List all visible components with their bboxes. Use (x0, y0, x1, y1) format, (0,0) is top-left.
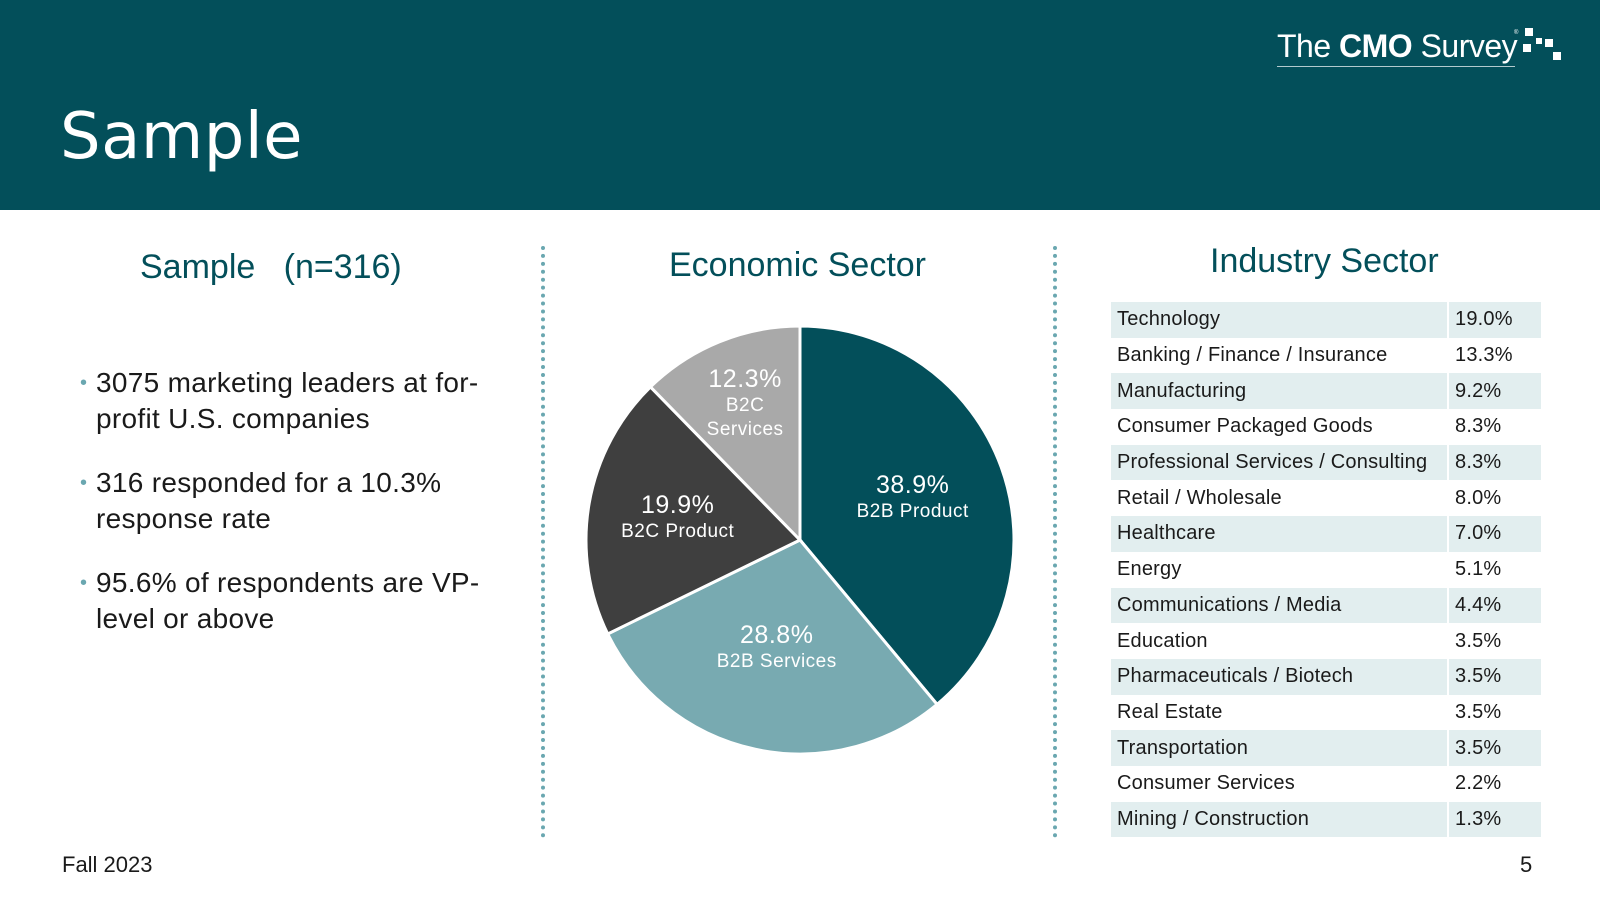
page-title: Sample (60, 100, 303, 174)
industry-label: Consumer Services (1117, 772, 1295, 795)
table-row: Banking / Finance / Insurance 13.3% (1111, 337, 1541, 374)
logo-square-icon (1523, 44, 1531, 52)
industry-label: Consumer Packaged Goods (1117, 415, 1373, 438)
pie-value-label: 28.8% (740, 621, 813, 649)
bullet-dot-icon: • (80, 572, 88, 594)
pie-value-label: 19.9% (641, 491, 714, 519)
bullet-text: 316 responded for a 10.3% response rate (96, 467, 442, 534)
table-row: Pharmaceuticals / Biotech 3.5% (1111, 658, 1541, 695)
table-row: Education 3.5% (1111, 623, 1541, 659)
industry-value: 8.3% (1447, 444, 1541, 481)
bullet-item: • 316 responded for a 10.3% response rate (80, 465, 500, 537)
table-row: Retail / Wholesale 8.0% (1111, 480, 1541, 517)
pie-category-label: B2C (726, 395, 764, 416)
industry-label: Manufacturing (1111, 373, 1448, 410)
logo-suffix: Survey (1412, 28, 1518, 64)
industry-label: Energy (1117, 558, 1182, 581)
pie-category-label: B2C Product (621, 521, 734, 542)
table-row: Consumer Services 2.2% (1111, 765, 1541, 802)
table-row: Professional Services / Consulting 8.3% (1111, 444, 1541, 481)
table-row: Manufacturing 9.2% (1111, 373, 1541, 410)
cmo-survey-logo: The CMO Survey ® (1277, 22, 1577, 72)
industry-value: 9.2% (1447, 373, 1541, 410)
table-row: Technology 19.0% (1111, 302, 1541, 338)
logo-prefix: The (1277, 28, 1340, 64)
industry-value: 3.5% (1447, 658, 1541, 695)
industry-value: 2.2% (1447, 765, 1541, 802)
page-number: 5 (1520, 852, 1533, 877)
sample-bullet-list: • 3075 marketing leaders at for-profit U.… (80, 365, 500, 665)
sample-title: Sample (n=316) (140, 248, 402, 286)
bullet-dot-icon: • (80, 472, 88, 494)
table-row: Consumer Packaged Goods 8.3% (1111, 409, 1541, 445)
table-row: Real Estate 3.5% (1111, 694, 1541, 731)
bullet-text: 3075 marketing leaders at for-profit U.S… (96, 367, 479, 434)
table-row: Communications / Media 4.4% (1111, 587, 1541, 624)
pie-value-label: 12.3% (708, 365, 781, 393)
industry-value: 7.0% (1447, 516, 1541, 552)
pie-label: 38.9%B2B Product (857, 471, 969, 522)
bullet-dot-icon: • (80, 372, 88, 394)
pie-slice-b2c-product (584, 384, 803, 636)
industry-label: Professional Services / Consulting (1111, 444, 1448, 481)
industry-value: 3.5% (1447, 730, 1541, 766)
logo-bold: CMO (1339, 28, 1413, 64)
pie-category-label: B2B Services (717, 651, 837, 672)
industry-value: 19.0% (1447, 302, 1541, 338)
industry-sector-table: Technology 19.0% Banking / Finance / Insur… (1111, 302, 1541, 838)
header-banner: Sample The CMO Survey ® (0, 0, 1600, 210)
logo-square-icon (1545, 39, 1553, 47)
registered-mark: ® (1514, 30, 1519, 36)
industry-value: 13.3% (1447, 337, 1541, 374)
economic-sector-title: Economic Sector (669, 246, 926, 284)
pie-value-label: 38.9% (876, 471, 949, 499)
column-divider-right (1053, 246, 1057, 838)
pie-slice-b2b-services (605, 538, 940, 756)
industry-value: 3.5% (1447, 694, 1541, 731)
industry-label: Pharmaceuticals / Biotech (1111, 658, 1448, 695)
industry-value: 4.4% (1447, 587, 1541, 624)
pie-slice-b2c-services (648, 324, 802, 544)
industry-label: Real Estate (1117, 700, 1223, 723)
pie-label: 12.3%B2C Services (707, 365, 784, 440)
logo-underline (1277, 66, 1515, 67)
industry-value: 8.3% (1447, 409, 1541, 445)
industry-value: 3.5% (1447, 623, 1541, 659)
industry-label: Communications / Media (1111, 587, 1448, 624)
bullet-item: • 95.6% of respondents are VP-level or ab… (80, 565, 500, 637)
logo-square-icon (1525, 28, 1533, 36)
industry-value: 1.3% (1447, 801, 1541, 838)
industry-value: 5.1% (1447, 551, 1541, 588)
industry-label: Retail / Wholesale (1117, 486, 1282, 509)
industry-label: Transportation (1111, 730, 1448, 766)
industry-label: Technology (1111, 302, 1448, 338)
footer-date: Fall 2023 (62, 852, 153, 877)
industry-sector-title: Industry Sector (1210, 242, 1439, 280)
bullet-item: • 3075 marketing leaders at for-profit U.… (80, 365, 500, 437)
industry-label: Healthcare (1111, 516, 1448, 552)
industry-value: 8.0% (1447, 480, 1541, 517)
pie-category-label: Services (707, 419, 784, 440)
column-divider-left (541, 246, 545, 838)
pie-label: 19.9%B2C Product (621, 491, 734, 542)
industry-label: Mining / Construction (1111, 801, 1448, 838)
table-row: Transportation 3.5% (1111, 730, 1541, 766)
bullet-text: 95.6% of respondents are VP-level or abo… (96, 567, 480, 634)
logo-square-icon (1553, 52, 1561, 60)
table-row: Energy 5.1% (1111, 551, 1541, 588)
industry-label: Education (1117, 629, 1208, 652)
pie-slice-b2b-product (798, 324, 1016, 707)
table-row: Mining / Construction 1.3% (1111, 801, 1541, 838)
logo-text: The CMO Survey (1277, 28, 1518, 65)
industry-label: Banking / Finance / Insurance (1117, 344, 1388, 367)
logo-square-icon (1536, 38, 1542, 44)
pie-category-label: B2B Product (857, 501, 969, 522)
table-row: Healthcare 7.0% (1111, 516, 1541, 552)
pie-label: 28.8%B2B Services (717, 621, 837, 672)
